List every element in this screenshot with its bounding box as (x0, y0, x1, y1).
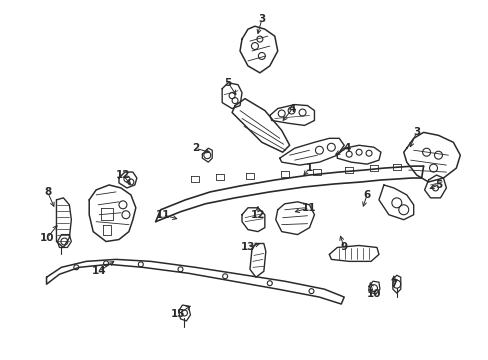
Text: 6: 6 (363, 190, 370, 200)
Text: 9: 9 (340, 243, 347, 252)
Text: 11: 11 (302, 203, 316, 213)
Text: 10: 10 (40, 233, 55, 243)
Text: 4: 4 (343, 143, 350, 153)
Text: 7: 7 (389, 279, 397, 289)
Text: 4: 4 (288, 104, 296, 113)
Text: 8: 8 (44, 187, 51, 197)
Text: 12: 12 (250, 210, 264, 220)
Text: 5: 5 (434, 180, 441, 190)
Text: 14: 14 (92, 266, 106, 276)
Text: 5: 5 (224, 78, 231, 88)
Text: 11: 11 (155, 210, 169, 220)
Text: 1: 1 (305, 163, 312, 173)
Text: 15: 15 (171, 309, 185, 319)
Text: 2: 2 (191, 143, 199, 153)
Text: 13: 13 (240, 243, 255, 252)
Text: 3: 3 (412, 127, 419, 138)
Text: 3: 3 (258, 14, 265, 24)
Text: 12: 12 (116, 170, 130, 180)
Text: 10: 10 (366, 289, 381, 299)
